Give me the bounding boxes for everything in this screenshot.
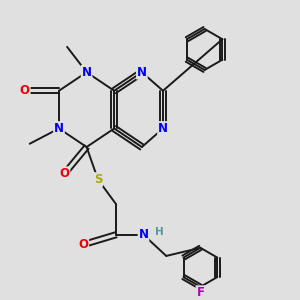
Text: N: N <box>158 122 168 135</box>
Text: H: H <box>155 227 164 237</box>
Text: O: O <box>78 238 88 251</box>
Text: N: N <box>82 66 92 79</box>
Text: N: N <box>139 228 148 241</box>
Text: O: O <box>59 167 70 180</box>
Text: O: O <box>20 84 30 97</box>
Text: S: S <box>94 173 102 186</box>
Text: F: F <box>196 286 204 299</box>
Text: N: N <box>137 66 147 79</box>
Text: N: N <box>54 122 64 135</box>
